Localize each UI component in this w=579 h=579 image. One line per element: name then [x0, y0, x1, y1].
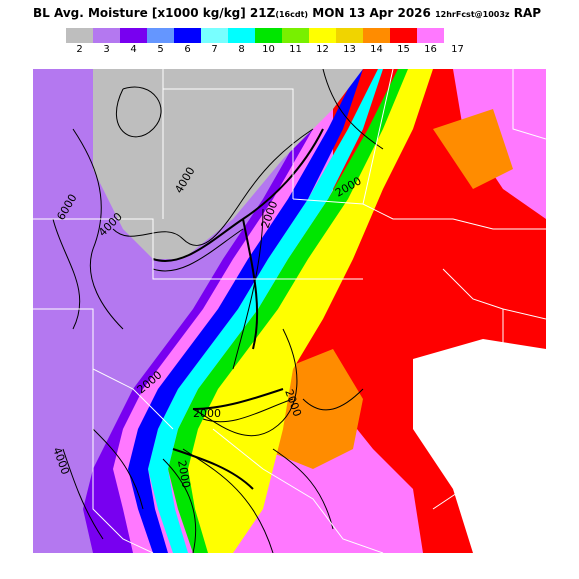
- color-legend: [66, 28, 444, 43]
- legend-label: 7: [211, 44, 218, 55]
- legend-swatch: [282, 28, 309, 43]
- contour-line: [72, 128, 124, 330]
- boundary-line: [163, 88, 294, 199]
- legend-label: 4: [130, 44, 137, 55]
- boundary-line: [362, 69, 394, 205]
- map-canvas: 6000 4000 4000 2000 2000 2000 2000 2000 …: [33, 69, 546, 553]
- contour-line: [302, 388, 364, 411]
- color-legend-labels: 2 3 4 5 6 7 8 10 11 12 13 14 15 16 17: [66, 44, 525, 58]
- boundary-line: [432, 428, 546, 510]
- legend-swatch: [201, 28, 228, 43]
- legend-label: 8: [238, 44, 245, 55]
- legend-label: 6: [184, 44, 191, 55]
- legend-label: 15: [397, 44, 410, 55]
- contour-line: [152, 228, 244, 272]
- title-model: RAP: [513, 6, 542, 20]
- legend-swatch: [255, 28, 282, 43]
- legend-swatch: [417, 28, 444, 43]
- contour-lines-bold: [152, 128, 324, 490]
- contour-line: [202, 398, 294, 423]
- map-title: BL Avg. Moisture [x1000 kg/kg] 21Z(16cdt…: [33, 6, 541, 20]
- zone-cyan-band: [148, 69, 383, 553]
- contour-label: 2000: [175, 459, 193, 489]
- zone-blue-band: [128, 69, 363, 553]
- boundary-line: [502, 309, 546, 400]
- zone-orange-ne: [433, 109, 513, 189]
- contour-line-bold: [242, 218, 259, 350]
- legend-label: 10: [262, 44, 275, 55]
- boundary-line: [212, 428, 384, 553]
- contour-line: [52, 218, 81, 330]
- moisture-map: 6000 4000 4000 2000 2000 2000 2000 2000 …: [33, 69, 546, 553]
- legend-swatch: [390, 28, 417, 43]
- contour-line: [272, 448, 334, 530]
- contour-line: [116, 86, 162, 138]
- legend-swatch: [228, 28, 255, 43]
- legend-swatch: [309, 28, 336, 43]
- zone-gulf-white: [413, 339, 546, 553]
- legend-swatch: [336, 28, 363, 43]
- contour-line-bold: [192, 388, 284, 410]
- title-cdt: (16cdt): [275, 10, 309, 19]
- contour-line: [162, 458, 197, 553]
- legend-label: 2: [76, 44, 83, 55]
- zone-green-band: [168, 69, 408, 553]
- legend-label: 11: [289, 44, 302, 55]
- legend-label: 5: [157, 44, 164, 55]
- boundary-line: [292, 198, 546, 230]
- legend-label: 17: [451, 44, 464, 55]
- contour-line: [92, 428, 144, 510]
- legend-swatch: [174, 28, 201, 43]
- boundary-line: [92, 369, 154, 553]
- zone-yellow-band: [173, 69, 433, 553]
- state-boundaries: [33, 69, 546, 553]
- contour-label: 2000: [193, 407, 221, 420]
- title-date: MON 13 Apr 2026: [312, 6, 431, 20]
- contour-line: [62, 448, 104, 540]
- contour-line: [322, 69, 384, 150]
- contour-line: [112, 128, 314, 246]
- legend-swatch: [120, 28, 147, 43]
- legend-label: 14: [370, 44, 383, 55]
- legend-swatch: [93, 28, 120, 43]
- contour-line-bold: [172, 448, 254, 490]
- legend-label: 3: [103, 44, 110, 55]
- legend-swatch: [363, 28, 390, 43]
- title-main: BL Avg. Moisture [x1000 kg/kg] 21Z: [33, 6, 276, 20]
- boundary-line: [512, 69, 546, 140]
- contour-line-bold: [152, 128, 324, 262]
- legend-label: 12: [316, 44, 329, 55]
- legend-label: 16: [424, 44, 437, 55]
- boundary-line: [442, 268, 546, 320]
- legend-label: 13: [343, 44, 356, 55]
- legend-swatch: [66, 28, 93, 43]
- contour-line: [232, 208, 264, 370]
- title-run: 12hrFcst@1003z: [435, 10, 510, 19]
- legend-swatch: [147, 28, 174, 43]
- boundary-line: [33, 218, 363, 280]
